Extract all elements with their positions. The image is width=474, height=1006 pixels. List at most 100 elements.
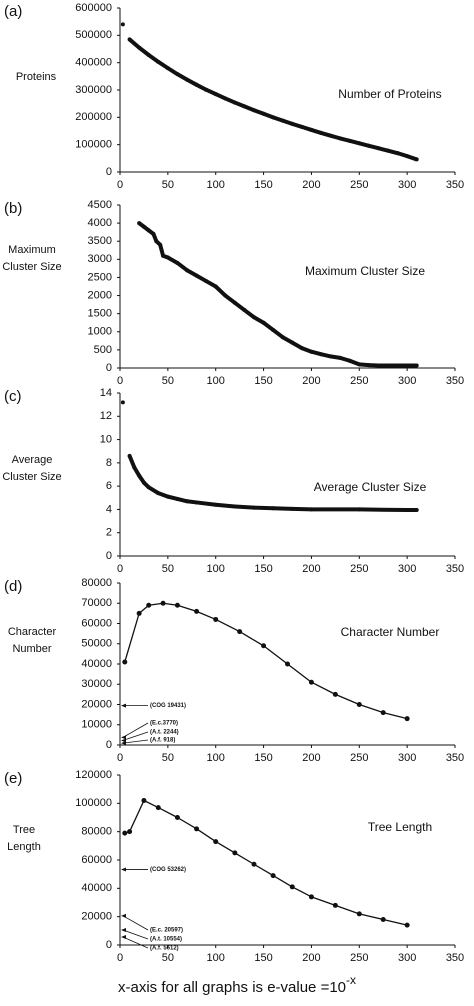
data-point [120,400,125,405]
annotation: (A.t. 2244) [150,730,179,736]
chart-title: Number of Proteins [338,87,441,101]
y-axis-label: Length [7,841,41,853]
data-point [299,124,304,129]
x-tick-label: 250 [350,375,368,387]
data-point [156,491,161,496]
data-point [404,716,410,722]
data-point [405,508,410,513]
data-point [289,884,295,890]
data-point [376,146,381,151]
y-tick-label: 300000 [75,84,112,96]
data-point [357,507,362,512]
y-tick-label: 120000 [75,769,112,781]
y-axis-label: Tree [13,824,35,836]
x-tick-label: 150 [254,375,272,387]
annotation: (E.c.3770) [150,721,178,727]
annotation: (COG 19431) [150,703,186,709]
chart-title: Maximum Cluster Size [305,264,425,278]
panel-label: (b) [4,200,22,217]
y-tick-label: 8 [106,457,112,469]
data-point [213,92,218,97]
data-point [175,496,180,501]
annotation-arrow [122,915,149,931]
x-tick-label: 150 [254,179,272,191]
data-point [299,346,304,351]
data-line [124,602,408,720]
x-tick-label: 0 [117,375,123,387]
data-point [174,815,180,820]
x-tick-label: 50 [162,952,174,964]
data-point [232,100,237,105]
y-axis-label: Cluster Size [2,261,61,273]
data-point [290,340,295,345]
data-point [242,308,247,313]
data-point [146,228,151,233]
arrow-head [121,735,126,740]
y-tick-label: 10000 [81,719,112,731]
y-axis-label: Average [12,454,53,466]
data-point [356,911,362,917]
x-tick-label: 200 [302,752,320,764]
x-tick-label: 50 [162,563,174,575]
data-point [357,141,362,146]
data-point [270,873,276,879]
y-tick-label: 0 [106,166,112,178]
y-tick-label: 4 [106,503,112,515]
data-point [319,130,323,135]
x-tick-label: 300 [398,952,416,964]
data-point [204,279,209,284]
y-tick-label: 20000 [81,698,112,710]
data-point [261,643,267,649]
data-line [124,799,408,926]
x-tick-label: 100 [207,563,225,575]
data-point [158,242,163,247]
data-point [141,224,146,229]
annotation-arrow [122,929,149,940]
data-point [380,710,386,716]
data-point [127,829,133,835]
data-point [338,136,343,141]
data-point [137,221,142,226]
x-tick-label: 50 [162,179,174,191]
y-tick-label: 80000 [81,577,112,589]
data-point [137,473,142,478]
x-tick-label: 0 [117,179,123,191]
arrow-head [121,867,126,872]
data-point [414,157,419,162]
data-point [252,108,256,113]
data-point [122,830,128,836]
data-point [137,45,142,50]
y-tick-label: 60000 [81,617,112,629]
annotation-arrow [122,936,149,949]
x-tick-label: 0 [117,752,123,764]
x-tick-label: 200 [302,952,320,964]
chart-title: Character Number [341,625,440,639]
y-tick-label: 12 [100,410,112,422]
y-tick-label: 70000 [81,597,112,609]
y-tick-label: 30000 [81,678,112,690]
data-point [175,260,180,265]
x-tick-label: 100 [207,375,225,387]
data-point [165,494,170,499]
data-point [136,610,142,616]
x-tick-label: 150 [254,952,272,964]
y-tick-label: 2000 [88,289,112,301]
data-point [386,148,390,153]
data-point [308,894,314,900]
data-point [414,508,419,513]
y-tick-label: 2 [106,527,112,539]
y-tick-label: 3500 [88,235,112,247]
data-point [309,349,314,354]
data-point [332,902,338,908]
data-point [174,602,180,608]
data-point [252,505,256,510]
data-point [328,133,333,138]
y-tick-label: 0 [106,362,112,374]
data-point [155,805,161,811]
data-point [338,355,343,360]
y-tick-label: 4000 [88,217,112,229]
y-tick-label: 600000 [75,2,112,14]
data-point [414,363,419,368]
data-point [161,253,166,258]
y-tick-label: 20000 [81,911,112,923]
